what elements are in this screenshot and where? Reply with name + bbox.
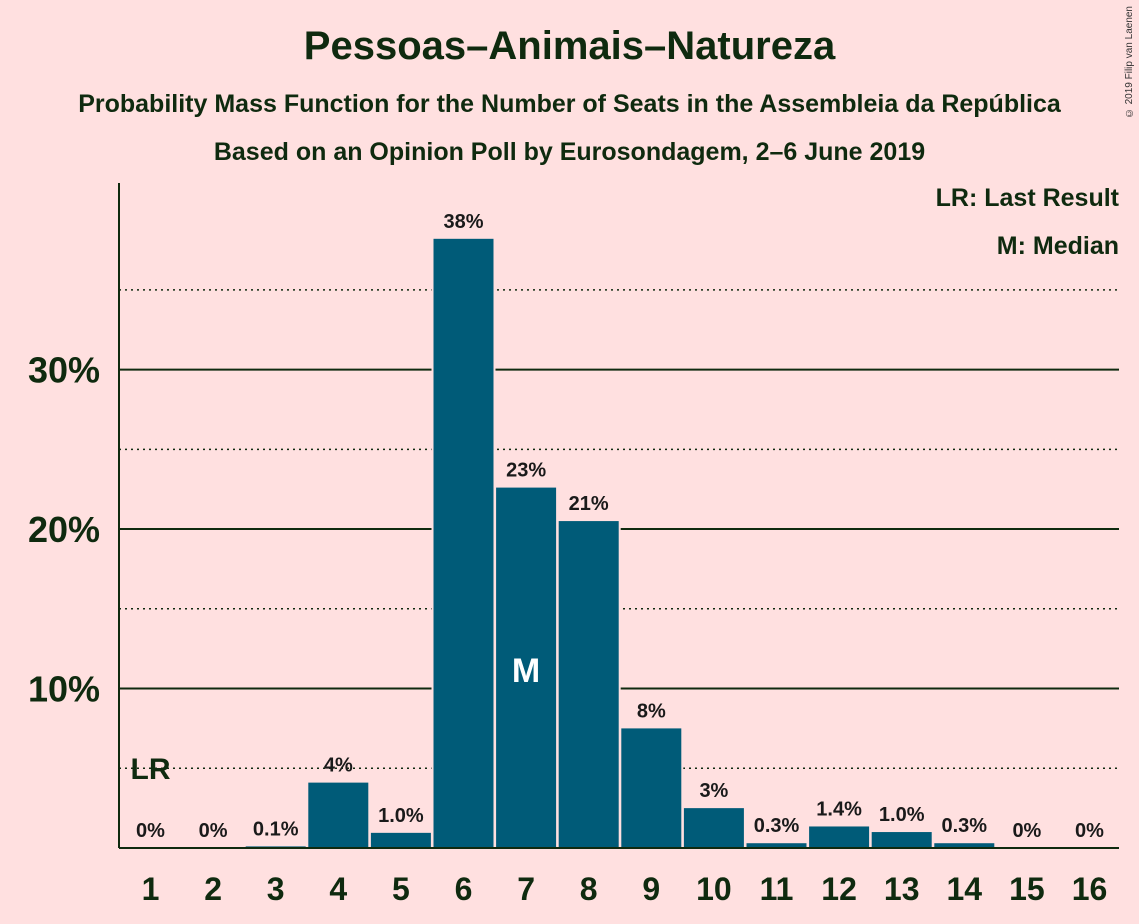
bar-value-label: 0% [1075,820,1104,842]
bar [934,843,995,848]
bar [621,728,682,848]
x-tick-label: 7 [517,871,535,907]
x-tick-label: 5 [392,871,410,907]
y-tick-label: 10% [28,669,100,710]
bar-value-label: 0% [1012,820,1041,842]
bar [809,826,870,848]
x-tick-label: 2 [204,871,222,907]
bar-value-label: 0.3% [754,815,800,837]
bar-value-label: 0% [199,820,228,842]
bar-outline [243,844,308,848]
bar [370,832,431,848]
bar [558,521,619,848]
bar-value-label: 1.4% [816,798,862,820]
bar-value-label: 0% [136,820,165,842]
bar [746,843,807,848]
bar-value-label: 1.0% [378,805,424,827]
bar-value-label: 38% [443,211,483,233]
x-tick-label: 16 [1072,871,1108,907]
bar [496,487,557,848]
bar-value-label: 0.1% [253,818,299,840]
legend-median: M: Median [996,232,1119,260]
chart-title: Pessoas–Animais–Natureza [303,24,836,68]
x-tick-label: 6 [455,871,473,907]
chart-source: Based on an Opinion Poll by Eurosondagem… [213,138,926,166]
bar [433,238,494,848]
y-tick-label: 30% [28,350,100,391]
x-tick-label: 12 [821,871,857,907]
x-tick-label: 13 [884,871,920,907]
x-tick-label: 10 [696,871,732,907]
x-tick-label: 11 [760,871,794,907]
median-marker: M [512,652,540,690]
bar [308,782,369,848]
bar-value-label: 3% [699,780,728,802]
chart-subtitle: Probability Mass Function for the Number… [78,90,1061,118]
bar-value-label: 23% [506,460,546,482]
bar [871,832,932,848]
bar-value-label: 1.0% [879,804,925,826]
bar [683,808,744,848]
bar-value-label: 0.3% [942,815,988,837]
last-result-marker: LR [131,753,171,786]
bar-value-label: 4% [324,755,353,777]
y-tick-label: 20% [28,509,100,550]
x-tick-label: 15 [1009,871,1045,907]
x-tick-label: 4 [329,871,347,907]
legend-last-result: LR: Last Result [935,184,1119,212]
x-tick-label: 14 [947,871,983,907]
x-tick-label: 1 [142,871,160,907]
bar-value-label: 8% [637,700,666,722]
x-tick-label: 3 [267,871,285,907]
x-tick-label: 8 [580,871,598,907]
bar-value-label: 21% [569,493,609,515]
x-tick-label: 9 [642,871,660,907]
